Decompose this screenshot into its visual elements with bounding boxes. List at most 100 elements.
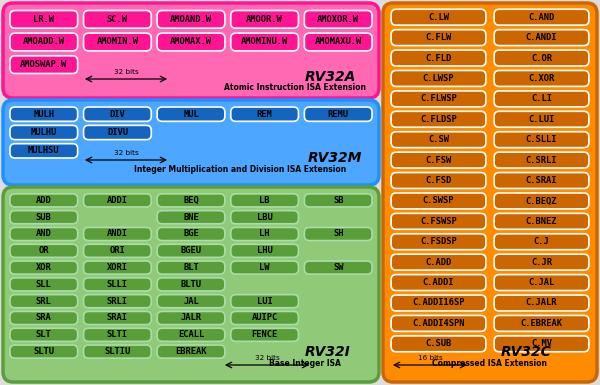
Text: C.SUB: C.SUB [425,339,452,348]
FancyBboxPatch shape [494,9,589,25]
Text: C.FSDSP: C.FSDSP [420,237,457,246]
FancyBboxPatch shape [391,254,486,270]
Text: Base Integer ISA: Base Integer ISA [269,360,341,368]
FancyBboxPatch shape [10,278,77,291]
Text: MULHSU: MULHSU [28,146,59,155]
FancyBboxPatch shape [3,3,379,98]
Text: DIVU: DIVU [107,128,128,137]
FancyBboxPatch shape [231,311,298,325]
FancyBboxPatch shape [231,228,298,241]
FancyBboxPatch shape [494,172,589,189]
Text: DIV: DIV [110,110,125,119]
FancyBboxPatch shape [83,126,151,140]
Text: LH: LH [259,229,270,238]
FancyBboxPatch shape [157,244,225,257]
Text: SW: SW [333,263,343,272]
Text: C.JALR: C.JALR [526,298,557,308]
FancyBboxPatch shape [157,194,225,207]
FancyBboxPatch shape [231,295,298,308]
FancyBboxPatch shape [83,244,151,257]
FancyBboxPatch shape [494,132,589,147]
Text: RV32I: RV32I [305,345,351,359]
Text: MULHU: MULHU [31,128,57,137]
FancyBboxPatch shape [83,261,151,274]
Text: C.FLWSP: C.FLWSP [420,94,457,103]
FancyBboxPatch shape [304,261,372,274]
Text: C.OR: C.OR [531,54,552,62]
FancyBboxPatch shape [231,261,298,274]
Text: C.FLW: C.FLW [425,33,452,42]
Text: C.SW: C.SW [428,135,449,144]
FancyBboxPatch shape [231,244,298,257]
Text: C.J: C.J [533,237,550,246]
Text: C.SRLI: C.SRLI [526,156,557,165]
FancyBboxPatch shape [231,10,298,28]
Text: AMOADD.W: AMOADD.W [23,37,65,47]
FancyBboxPatch shape [494,50,589,66]
FancyBboxPatch shape [157,328,225,341]
FancyBboxPatch shape [83,107,151,121]
FancyBboxPatch shape [10,33,77,51]
FancyBboxPatch shape [157,10,225,28]
Text: C.FLD: C.FLD [425,54,452,62]
FancyBboxPatch shape [10,126,77,140]
FancyBboxPatch shape [231,194,298,207]
Text: BLTU: BLTU [181,280,202,289]
Text: SLT: SLT [36,330,52,339]
FancyBboxPatch shape [494,193,589,209]
FancyBboxPatch shape [304,33,372,51]
FancyBboxPatch shape [157,311,225,325]
Text: LB: LB [259,196,270,205]
Text: REMU: REMU [328,110,349,119]
Text: MULH: MULH [34,110,54,119]
Text: C.JR: C.JR [531,258,552,267]
FancyBboxPatch shape [157,107,225,121]
FancyBboxPatch shape [83,345,151,358]
FancyBboxPatch shape [157,295,225,308]
Text: LW: LW [259,263,270,272]
Text: C.JAL: C.JAL [529,278,554,287]
FancyBboxPatch shape [10,311,77,325]
Text: SRL: SRL [36,297,52,306]
Text: XORI: XORI [107,263,128,272]
Text: ECALL: ECALL [178,330,204,339]
FancyBboxPatch shape [391,132,486,147]
FancyBboxPatch shape [494,254,589,270]
Text: LUI: LUI [257,297,272,306]
FancyBboxPatch shape [304,194,372,207]
FancyBboxPatch shape [494,234,589,250]
FancyBboxPatch shape [494,111,589,127]
Text: FENCE: FENCE [251,330,278,339]
Text: C.MV: C.MV [531,339,552,348]
FancyBboxPatch shape [231,328,298,341]
FancyBboxPatch shape [10,228,77,241]
FancyBboxPatch shape [10,211,77,224]
Text: EBREAK: EBREAK [175,347,207,356]
Text: AMOMIN.W: AMOMIN.W [97,37,139,47]
Text: AMOMINU.W: AMOMINU.W [241,37,288,47]
Text: AMOMAX.W: AMOMAX.W [170,37,212,47]
Text: Compressed ISA Extension: Compressed ISA Extension [433,360,548,368]
FancyBboxPatch shape [391,315,486,331]
FancyBboxPatch shape [10,144,77,158]
Text: AMOXOR.W: AMOXOR.W [317,15,359,24]
Text: C.FSWSP: C.FSWSP [420,217,457,226]
FancyBboxPatch shape [83,295,151,308]
Text: C.LUI: C.LUI [529,115,554,124]
Text: C.SLLI: C.SLLI [526,135,557,144]
FancyBboxPatch shape [10,295,77,308]
Text: BGE: BGE [183,229,199,238]
Text: C.FSW: C.FSW [425,156,452,165]
Text: ORI: ORI [110,246,125,255]
Text: C.ADD: C.ADD [425,258,452,267]
Text: Atomic Instruction ISA Extension: Atomic Instruction ISA Extension [224,84,366,92]
FancyBboxPatch shape [231,33,298,51]
Text: RV32A: RV32A [304,70,356,84]
Text: C.ADDI4SPN: C.ADDI4SPN [412,319,465,328]
FancyBboxPatch shape [304,107,372,121]
FancyBboxPatch shape [494,91,589,107]
Text: SLTU: SLTU [34,347,54,356]
Text: C.LW: C.LW [428,13,449,22]
Text: AMOAND.W: AMOAND.W [170,15,212,24]
Text: C.SWSP: C.SWSP [423,196,454,206]
